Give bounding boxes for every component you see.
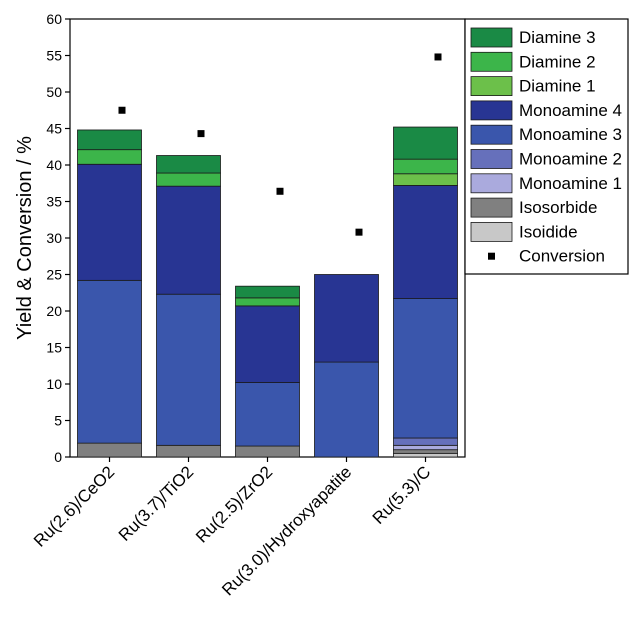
legend-swatch-conversion xyxy=(488,252,495,260)
conversion-point xyxy=(355,228,363,236)
bar-segment xyxy=(156,444,221,458)
y-tick-label: 5 xyxy=(54,413,62,429)
bar-segment xyxy=(393,449,458,454)
conversion-point xyxy=(197,130,205,138)
bar-segment xyxy=(393,437,458,446)
y-tick-label: 30 xyxy=(46,230,62,246)
y-tick-label: 45 xyxy=(46,121,62,137)
bar-segment xyxy=(393,444,458,451)
bar-segment xyxy=(393,173,458,186)
bar-segment xyxy=(393,126,458,160)
bar-segment xyxy=(314,361,379,458)
y-axis: 0 5 10 15 20 25 30 35 40 45 50 55 60 xyxy=(46,11,70,465)
bar-segment xyxy=(77,149,142,165)
bar-segment xyxy=(77,163,142,281)
bar-segment xyxy=(235,297,300,307)
conversion-point xyxy=(276,187,284,195)
bar-segment xyxy=(77,129,142,151)
x-tick-label: Ru(5.3)/C xyxy=(369,462,435,528)
y-axis-title: Yield & Conversion / % xyxy=(14,136,36,340)
conversion-point xyxy=(434,53,442,61)
x-tick-label: Ru(2.5)/ZrO2 xyxy=(192,462,276,546)
plot-area xyxy=(69,18,466,458)
bar-segment xyxy=(235,285,300,299)
bar-segment xyxy=(235,305,300,383)
y-tick-label: 35 xyxy=(46,194,62,210)
legend-swatch xyxy=(470,27,513,48)
x-axis: Ru(2.6)/CeO2Ru(3.7)/TiO2Ru(2.5)/ZrO2Ru(3… xyxy=(30,457,434,599)
legend-label: Monoamine 4 xyxy=(519,101,622,120)
bar-segment xyxy=(156,185,221,295)
y-tick-label: 10 xyxy=(46,376,62,392)
bar-segment xyxy=(393,298,458,439)
legend-swatch xyxy=(470,124,513,145)
legend-label: Monoamine 3 xyxy=(519,125,622,144)
legend: Diamine 3 Diamine 2 Diamine 1 Monoamine 4 Mo… xyxy=(464,18,629,275)
legend-label: Conversion xyxy=(519,247,605,266)
y-tick-label: 15 xyxy=(46,340,62,356)
y-tick-label: 20 xyxy=(46,303,62,319)
legend-swatch xyxy=(470,173,513,194)
bar-segment xyxy=(393,158,458,175)
y-tick-label: 0 xyxy=(54,449,62,465)
y-tick-label: 25 xyxy=(46,267,62,283)
legend-label: Isosorbide xyxy=(519,198,597,217)
x-tick-label: Ru(3.0)/Hydroxyapatite xyxy=(218,462,355,599)
y-tick-label: 55 xyxy=(46,48,62,64)
bar-segment xyxy=(235,445,300,458)
x-tick-label: Ru(3.7)/TiO2 xyxy=(115,462,197,544)
y-tick-label: 40 xyxy=(46,157,62,173)
bar-segment xyxy=(156,293,221,446)
legend-label: Diamine 3 xyxy=(519,28,596,47)
bar-segment xyxy=(235,382,300,447)
legend-label: Isoidide xyxy=(519,222,578,241)
bar-segment xyxy=(393,452,458,458)
y-tick-label: 50 xyxy=(46,84,62,100)
legend-label: Monoamine 1 xyxy=(519,174,622,193)
legend-label: Diamine 2 xyxy=(519,52,596,71)
conversion-point xyxy=(118,106,126,114)
legend-label: Diamine 1 xyxy=(519,77,596,96)
legend-swatch xyxy=(470,100,513,121)
legend-label: Monoamine 2 xyxy=(519,150,622,169)
bar-segment xyxy=(156,172,221,187)
bar-segment xyxy=(314,274,379,363)
legend-swatch xyxy=(470,197,513,218)
legend-swatch xyxy=(470,149,513,169)
legend-swatch xyxy=(470,51,513,72)
legend-swatch xyxy=(470,221,513,242)
bar-segment xyxy=(77,442,142,458)
legend-swatch xyxy=(470,76,513,96)
y-tick-label: 60 xyxy=(46,11,62,27)
bar-segment xyxy=(156,155,221,174)
bar-segment xyxy=(393,185,458,299)
x-tick-label: Ru(2.6)/CeO2 xyxy=(30,462,118,550)
bar-segment xyxy=(77,279,142,444)
